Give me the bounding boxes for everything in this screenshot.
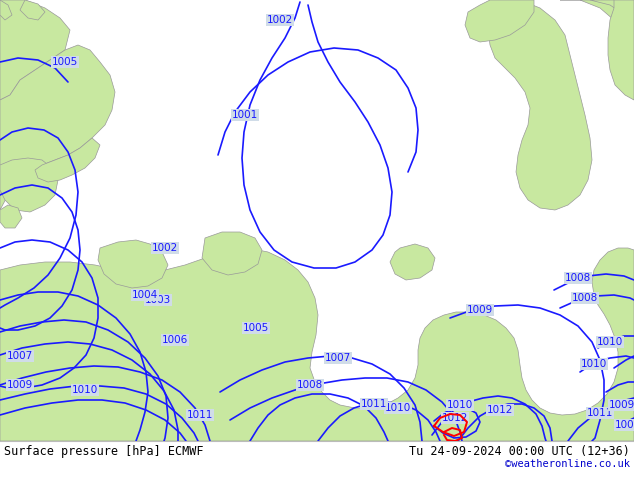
Text: 1008: 1008: [565, 273, 591, 283]
Polygon shape: [465, 0, 534, 42]
Text: 1009: 1009: [7, 380, 33, 390]
Text: 1005: 1005: [52, 57, 78, 67]
Text: 1011: 1011: [361, 399, 387, 409]
Polygon shape: [488, 0, 592, 210]
Text: 1012: 1012: [487, 405, 513, 415]
Text: 1009: 1009: [609, 400, 634, 410]
Polygon shape: [202, 232, 262, 275]
Text: 1003: 1003: [145, 295, 171, 305]
Polygon shape: [560, 0, 634, 65]
Text: 1002: 1002: [267, 15, 293, 25]
Polygon shape: [0, 248, 634, 441]
Polygon shape: [390, 244, 435, 280]
Text: Tu 24-09-2024 00:00 UTC (12+36): Tu 24-09-2024 00:00 UTC (12+36): [409, 445, 630, 458]
Text: 1010: 1010: [72, 385, 98, 395]
Text: 1002: 1002: [152, 243, 178, 253]
Text: 1010: 1010: [581, 359, 607, 369]
Text: 1007: 1007: [325, 353, 351, 363]
Polygon shape: [590, 0, 634, 28]
Text: ©weatheronline.co.uk: ©weatheronline.co.uk: [505, 459, 630, 469]
Polygon shape: [608, 0, 634, 100]
Text: 1012: 1012: [442, 413, 468, 423]
Polygon shape: [0, 0, 70, 100]
Text: 1005: 1005: [243, 323, 269, 333]
Text: 1010: 1010: [597, 337, 623, 347]
Text: 1010: 1010: [447, 400, 473, 410]
Polygon shape: [35, 138, 100, 182]
Text: 1007: 1007: [7, 351, 33, 361]
Polygon shape: [0, 0, 12, 20]
Text: Surface pressure [hPa] ECMWF: Surface pressure [hPa] ECMWF: [4, 445, 204, 458]
Text: 1011: 1011: [187, 410, 213, 420]
Text: 1004: 1004: [132, 290, 158, 300]
Text: 1008: 1008: [615, 420, 634, 430]
Text: 1008: 1008: [297, 380, 323, 390]
Polygon shape: [20, 0, 45, 20]
Polygon shape: [0, 158, 58, 212]
Polygon shape: [98, 240, 168, 288]
Text: 1010: 1010: [385, 403, 411, 413]
Text: 1011: 1011: [587, 408, 613, 418]
Text: 1001: 1001: [232, 110, 258, 120]
Polygon shape: [0, 45, 115, 210]
Text: 1006: 1006: [162, 335, 188, 345]
Text: 1009: 1009: [467, 305, 493, 315]
Polygon shape: [0, 205, 22, 228]
Text: 1008: 1008: [572, 293, 598, 303]
